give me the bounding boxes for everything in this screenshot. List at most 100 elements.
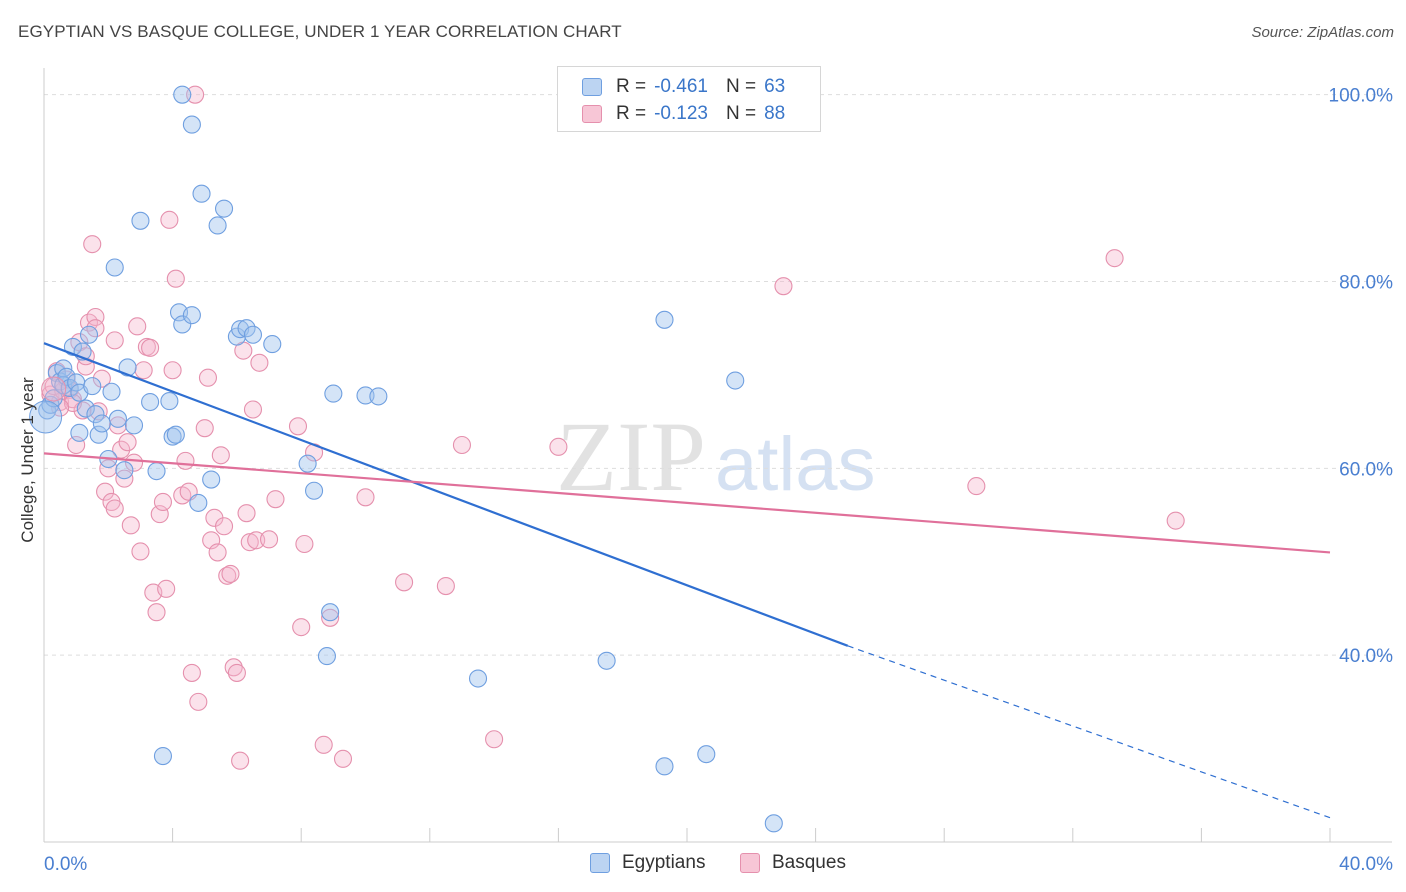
point-egyptians	[208, 216, 227, 235]
point-egyptians	[153, 747, 173, 766]
point-basques	[1166, 511, 1185, 530]
point-basques	[549, 437, 568, 456]
point-egyptians	[70, 423, 89, 442]
point-basques	[182, 663, 201, 682]
point-basques	[112, 440, 131, 459]
legend-r-label: R =	[616, 76, 647, 97]
legend-label-basques: Basques	[772, 852, 846, 873]
point-basques	[198, 368, 218, 387]
point-egyptians	[655, 310, 674, 329]
point-basques	[131, 542, 150, 561]
point-basques	[436, 576, 455, 596]
point-basques	[224, 658, 243, 677]
point-egyptians	[182, 115, 201, 134]
point-basques	[231, 751, 250, 770]
point-egyptians	[115, 461, 134, 480]
point-egyptians	[76, 399, 95, 418]
x-tick-label: 0.0%	[44, 854, 87, 875]
point-egyptians	[597, 651, 616, 670]
point-basques	[195, 419, 214, 438]
point-basques	[41, 376, 67, 402]
point-basques	[105, 331, 124, 350]
legend-r-value: -0.461	[654, 76, 708, 97]
point-basques	[288, 417, 308, 436]
point-egyptians	[298, 454, 317, 473]
point-egyptians	[468, 669, 488, 688]
point-egyptians	[305, 481, 324, 500]
point-egyptians	[214, 199, 234, 218]
point-egyptians	[243, 325, 263, 344]
point-egyptians	[44, 389, 63, 408]
point-basques	[141, 338, 160, 357]
point-egyptians	[86, 405, 105, 424]
y-tick-label: 40.0%	[1339, 646, 1393, 667]
axes	[43, 68, 1392, 843]
source-note: Source: ZipAtlas.com	[1251, 24, 1394, 41]
point-egyptians	[321, 603, 340, 622]
point-basques	[189, 692, 208, 711]
point-basques	[176, 451, 195, 470]
legend-swatch-egyptians	[590, 853, 610, 873]
point-basques	[333, 749, 353, 768]
legend-r-label: R =	[616, 103, 647, 124]
point-basques	[92, 369, 111, 388]
point-egyptians	[356, 386, 375, 405]
correlation-legend: R = -0.461 N = 63 R = -0.123 N = 88	[557, 66, 821, 132]
trend-line-egyptians-extension	[847, 645, 1331, 819]
point-egyptians	[89, 425, 108, 444]
point-egyptians	[369, 387, 388, 406]
point-egyptians	[697, 745, 716, 764]
point-egyptians	[726, 371, 745, 390]
point-egyptians	[105, 258, 124, 277]
trend-line-egyptians	[43, 342, 849, 647]
tick-labels: 40.0% 60.0% 80.0% 100.0% 0.0% 40.0%	[44, 86, 1393, 875]
point-egyptians	[83, 377, 102, 396]
legend-row-basques: R = -0.123 N = 88	[582, 101, 803, 127]
point-egyptians	[92, 414, 111, 433]
legend-n-value: 88	[764, 103, 786, 124]
point-basques	[774, 277, 793, 296]
point-basques	[259, 530, 279, 549]
point-egyptians	[202, 470, 221, 489]
point-egyptians	[324, 384, 343, 403]
point-basques	[221, 564, 240, 583]
legend-swatch-basques	[582, 105, 602, 123]
point-egyptians	[263, 335, 282, 354]
point-basques	[83, 235, 102, 254]
point-basques	[186, 85, 205, 104]
point-egyptians	[147, 462, 166, 481]
point-egyptians	[189, 493, 208, 512]
point-basques	[166, 269, 185, 288]
point-basques	[292, 618, 311, 637]
y-tick-label: 80.0%	[1339, 273, 1393, 294]
point-basques	[250, 353, 269, 372]
point-basques	[96, 482, 115, 501]
point-basques	[452, 435, 472, 455]
point-basques	[485, 730, 504, 749]
point-basques	[163, 361, 182, 380]
legend-n-label: N =	[725, 103, 757, 124]
legend-item-egyptians[interactable]: Egyptians	[590, 852, 705, 874]
trend-lines	[43, 342, 1331, 819]
point-basques	[124, 453, 144, 472]
points-layer	[29, 85, 1185, 833]
point-basques	[395, 573, 414, 592]
point-egyptians	[124, 416, 144, 435]
legend-label-egyptians: Egyptians	[622, 852, 706, 873]
point-basques	[1105, 249, 1124, 268]
legend-item-basques[interactable]: Basques	[740, 852, 846, 874]
point-egyptians	[182, 306, 201, 325]
point-egyptians	[118, 358, 137, 377]
point-basques	[240, 533, 259, 552]
point-basques	[243, 400, 263, 419]
point-egyptians	[29, 400, 63, 434]
series-legend: Egyptians Basques	[0, 852, 1406, 878]
legend-swatch-basques	[740, 853, 760, 873]
point-basques	[153, 492, 173, 512]
legend-n-value: 63	[764, 76, 786, 97]
point-basques	[218, 566, 237, 585]
point-basques	[160, 210, 179, 229]
gridlines	[44, 94, 1392, 656]
point-egyptians	[173, 85, 192, 104]
